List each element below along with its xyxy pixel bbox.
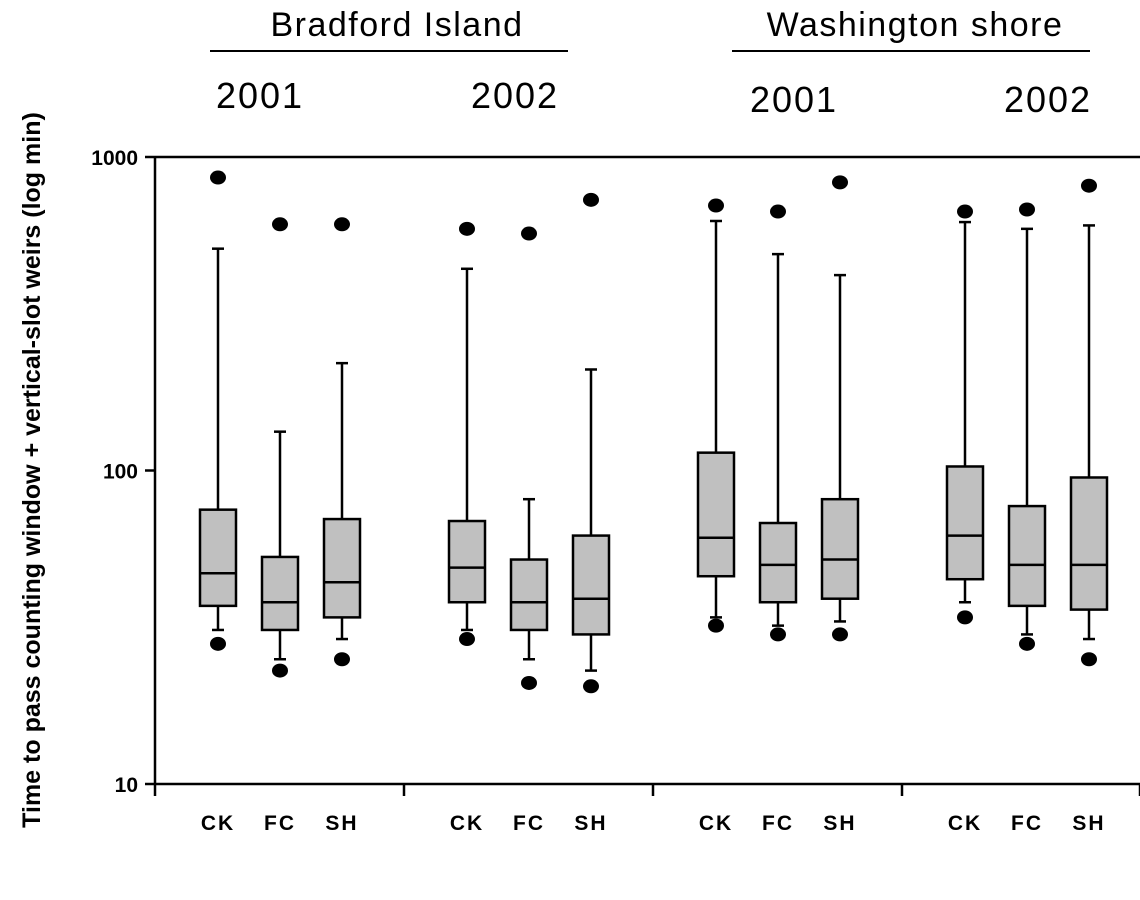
iqr-box: [1069, 476, 1109, 611]
x-tick-label: FC: [513, 812, 545, 835]
year-label: 2002: [1004, 79, 1092, 120]
box-ck-1: [447, 221, 487, 647]
x-tick-label: CK: [948, 812, 982, 835]
x-tick-label: SH: [823, 812, 856, 835]
x-tick-label-group: CK FC SH CK FC SH CK FC SH CK FC SH: [201, 812, 1105, 835]
x-tick-label: CK: [450, 812, 484, 835]
box-fc-1: [509, 226, 549, 690]
x-tick-label: SH: [325, 812, 358, 835]
outlier-point: [272, 217, 288, 232]
iqr-box: [571, 534, 611, 636]
x-tick-group: [153, 784, 1140, 796]
iqr-box: [198, 508, 238, 608]
outlier-point: [832, 627, 848, 642]
outlier-point: [708, 618, 724, 633]
box-sh-0: [322, 217, 362, 667]
y-tick-group: 10 100 1000: [91, 147, 155, 797]
outlier-point: [521, 226, 537, 241]
iqr-box: [1007, 504, 1047, 608]
iqr-box: [758, 521, 798, 604]
outlier-point: [272, 663, 288, 678]
outlier-point: [1081, 652, 1097, 667]
box-fc-0: [260, 217, 300, 678]
year-label: 2001: [216, 75, 304, 116]
x-tick-label: CK: [699, 812, 733, 835]
x-tick-label: SH: [574, 812, 607, 835]
outlier-point: [708, 198, 724, 213]
outlier-point: [1019, 202, 1035, 217]
x-tick-label: FC: [762, 812, 794, 835]
outlier-point: [957, 204, 973, 219]
box-ck-2: [696, 198, 736, 633]
outlier-point: [459, 632, 475, 647]
box-sh-3: [1069, 178, 1109, 667]
iqr-box: [260, 555, 300, 632]
outlier-point: [334, 652, 350, 667]
outlier-point: [334, 217, 350, 232]
outlier-point: [770, 204, 786, 219]
box-ck-3: [945, 204, 985, 625]
box-fc-2: [758, 204, 798, 642]
box-sh-1: [571, 192, 611, 694]
iqr-box: [509, 558, 549, 632]
y-tick-label: 100: [103, 461, 138, 484]
outlier-point: [210, 636, 226, 651]
iqr-box: [945, 465, 985, 581]
iqr-box: [696, 451, 736, 578]
y-tick-label: 1000: [91, 147, 138, 170]
box-group: [198, 170, 1109, 694]
site-title: Washington shore: [767, 6, 1064, 44]
outlier-point: [459, 221, 475, 236]
iqr-box: [447, 519, 487, 604]
outlier-point: [583, 192, 599, 207]
box-ck-0: [198, 170, 238, 651]
box-fc-3: [1007, 202, 1047, 651]
site-header-group: Bradford Island 2001 2002 Washington shore 2…: [210, 6, 1092, 120]
outlier-point: [1081, 178, 1097, 193]
outlier-point: [770, 627, 786, 642]
y-axis-title: Time to pass counting window + vertical-…: [18, 112, 46, 828]
outlier-point: [1019, 636, 1035, 651]
x-tick-label: FC: [264, 812, 296, 835]
outlier-point: [521, 675, 537, 690]
site-title: Bradford Island: [270, 6, 523, 44]
y-tick-label: 10: [115, 774, 138, 797]
x-tick-label: FC: [1011, 812, 1043, 835]
iqr-box: [322, 517, 362, 619]
year-label: 2002: [471, 75, 559, 116]
outlier-point: [957, 610, 973, 625]
x-tick-label: SH: [1072, 812, 1105, 835]
box-sh-2: [820, 175, 860, 642]
x-tick-label: CK: [201, 812, 235, 835]
iqr-box: [820, 497, 860, 600]
outlier-point: [832, 175, 848, 190]
outlier-point: [210, 170, 226, 185]
year-label: 2001: [750, 79, 838, 120]
outlier-point: [583, 679, 599, 694]
